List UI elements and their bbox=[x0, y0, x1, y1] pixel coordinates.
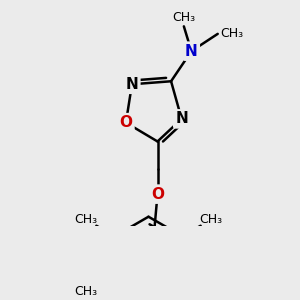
Text: CH₃: CH₃ bbox=[74, 286, 98, 298]
Text: N: N bbox=[185, 44, 198, 59]
Text: CH₃: CH₃ bbox=[200, 213, 223, 226]
Text: N: N bbox=[126, 77, 138, 92]
Text: CH₃: CH₃ bbox=[220, 27, 243, 40]
Text: O: O bbox=[119, 115, 132, 130]
Text: CH₃: CH₃ bbox=[74, 213, 98, 226]
Text: CH₃: CH₃ bbox=[172, 11, 195, 24]
Text: N: N bbox=[175, 111, 188, 126]
Text: O: O bbox=[151, 187, 164, 202]
